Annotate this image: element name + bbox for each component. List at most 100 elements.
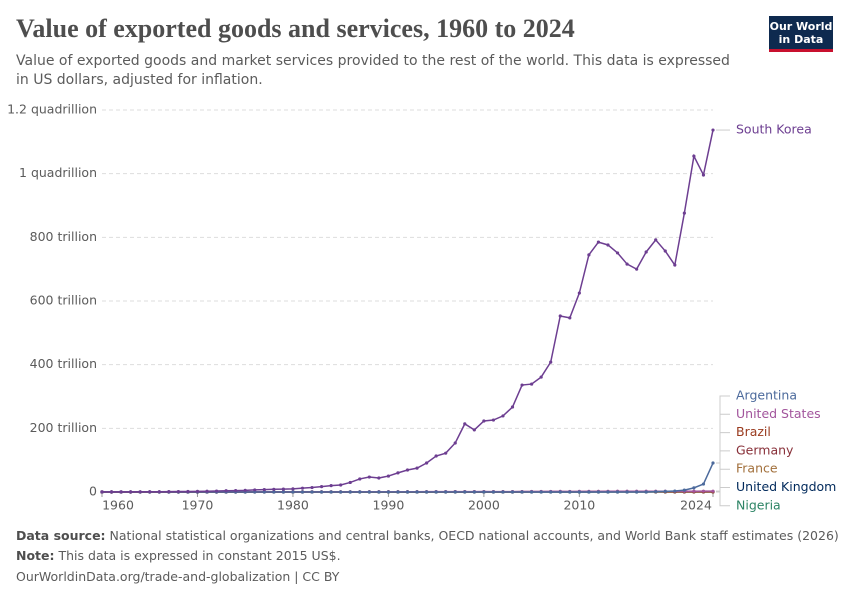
y-tick-label: 600 trillion [30,293,97,308]
y-tick-label: 200 trillion [30,420,97,435]
series-line [102,462,714,493]
data-point [453,490,457,494]
data-point [520,383,524,387]
data-point [157,490,161,494]
data-point [654,490,658,494]
data-point [348,490,352,494]
data-point [587,490,591,494]
data-point [358,477,362,481]
data-point [510,490,515,494]
data-point [692,154,696,158]
data-point [358,490,362,494]
legend-label: Germany [736,442,794,457]
data-point [262,490,266,494]
data-point [319,490,324,494]
data-point [549,490,553,494]
data-point [129,490,133,494]
data-point [281,490,285,494]
data-point [692,486,696,490]
data-point [424,461,429,465]
data-point [329,490,333,494]
data-point [386,490,391,494]
chart-title: Value of exported goods and services, 19… [16,14,575,43]
logo[interactable]: Our World in Data [769,16,833,52]
data-point [558,490,562,494]
data-point [444,451,448,455]
data-point [434,454,438,458]
legend-label: South Korea [736,122,812,137]
data-point [539,490,543,494]
x-tick-label: 2024 [680,498,712,513]
data-point [377,490,381,494]
data-point [606,490,610,494]
data-point [625,262,629,266]
data-point [635,490,639,494]
data-point [615,251,620,255]
data-point [367,490,371,494]
legend-connector [716,413,730,492]
data-point [644,250,648,254]
data-point [424,490,429,494]
source-label: Data source: [16,528,106,543]
data-point [262,488,266,492]
data-point [510,405,515,409]
data-point [205,489,209,493]
data-point [463,422,467,426]
data-point [434,490,438,494]
data-point [606,243,610,247]
x-tick-label: 1970 [182,498,214,513]
data-point [701,489,706,493]
data-point [109,490,114,494]
data-point [253,488,257,492]
source-text: National statistical organizations and c… [109,528,839,543]
logo-line: in Data [778,33,824,46]
data-point [682,211,686,215]
data-point [711,128,715,132]
data-point [310,485,314,490]
data-point [319,484,324,489]
legend-label: Argentina [736,388,797,403]
source: Data source: National statistical organi… [16,528,839,543]
data-point [692,489,696,493]
data-point [348,480,352,485]
data-point [682,488,686,492]
data-point [568,316,572,320]
data-point [663,249,667,253]
data-point [291,487,295,491]
note-label: Note: [16,548,55,563]
x-tick-label: 2010 [563,498,595,513]
data-point [186,489,190,494]
data-point [673,489,677,493]
note: Note: This data is expressed in constant… [16,548,341,563]
data-point [167,490,171,494]
data-point [482,490,486,494]
data-point [491,490,496,494]
data-point [272,487,276,491]
data-point [453,441,457,445]
data-point [520,490,524,494]
data-point [615,490,620,494]
legend-connector [716,450,730,492]
data-point [396,490,400,494]
data-point [463,490,467,494]
data-point [587,253,591,257]
x-tick-label: 1980 [277,498,309,513]
legend-label: United States [736,406,821,421]
data-point [625,490,629,494]
data-point [291,490,295,494]
data-point [415,466,419,470]
url[interactable]: OurWorldinData.org/trade-and-globalizati… [16,569,340,584]
data-point [234,488,238,493]
data-point [100,490,104,494]
data-point [482,419,486,423]
data-point [596,240,601,244]
data-point [577,291,581,295]
y-tick-label: 1.2 quadrillion [7,102,97,117]
data-point [701,482,706,486]
x-tick-label: 1960 [102,498,134,513]
legend-connector [716,491,730,507]
data-point [644,490,648,494]
data-point [673,263,677,267]
data-point [405,468,410,472]
